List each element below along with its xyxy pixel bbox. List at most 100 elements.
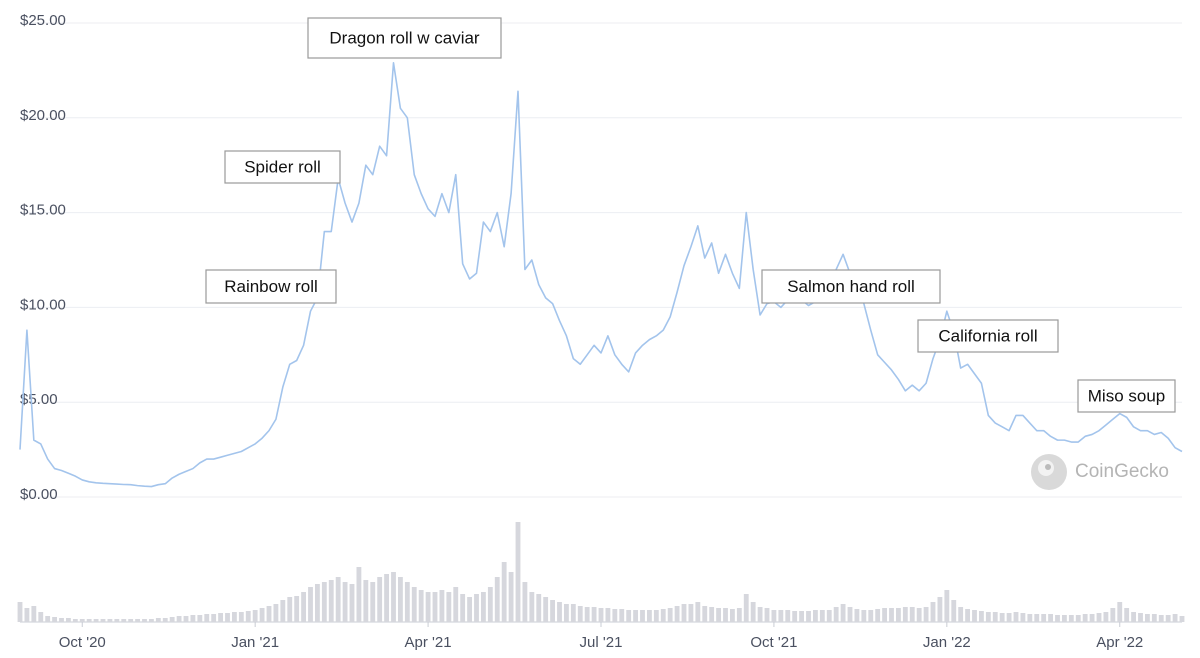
annotation-box: [307, 17, 502, 59]
volume-bar: [847, 607, 853, 622]
volume-bar: [252, 610, 258, 622]
volume-bar: [792, 611, 798, 622]
volume-bar: [59, 618, 64, 622]
volume-bar: [743, 594, 749, 622]
volume-bar: [577, 606, 583, 622]
volume-bar: [79, 619, 85, 622]
volume-bar: [169, 617, 175, 622]
volume-bar: [930, 602, 936, 622]
y-tick-label: $15.00: [20, 202, 66, 219]
volume-bar: [72, 619, 78, 622]
volume-bar: [723, 608, 728, 622]
volume-bar: [238, 612, 244, 622]
volume-bar: [522, 582, 528, 622]
volume-bar: [536, 594, 542, 622]
volume-bar: [861, 610, 867, 622]
volume-bar: [1055, 615, 1060, 622]
volume-bar: [785, 610, 791, 622]
volume-bar: [342, 582, 348, 622]
annotation: Spider roll: [244, 157, 321, 176]
volume-bar: [1172, 614, 1178, 622]
volume-bar: [135, 619, 141, 622]
y-tick-label: $10.00: [20, 296, 66, 313]
volume-bar: [197, 615, 203, 622]
volume-bar: [1179, 616, 1185, 622]
volume-bar: [937, 597, 943, 622]
y-tick-label: $20.00: [20, 107, 66, 124]
price-line: [19, 62, 1183, 488]
volume-bar: [266, 606, 272, 622]
volume-bar: [17, 602, 23, 622]
annotation: Rainbow roll: [224, 277, 318, 296]
volume-bar: [854, 609, 860, 622]
volume-bar: [474, 594, 479, 622]
volume-bar: [1110, 608, 1116, 622]
volume-bar: [231, 612, 237, 622]
volume-bar: [1144, 614, 1150, 622]
logo-eye: [1045, 464, 1051, 470]
volume-bar: [1117, 602, 1123, 622]
volume-bar: [1082, 614, 1088, 622]
volume-bar: [660, 609, 666, 622]
volume-bar: [335, 577, 341, 622]
volume-bar: [653, 610, 659, 622]
volume-bar: [1158, 615, 1164, 622]
volume-bar: [411, 587, 417, 622]
volume-bar: [750, 602, 756, 622]
volume-bar: [1096, 613, 1102, 622]
volume-bar: [38, 612, 44, 622]
volume-bar: [460, 594, 466, 622]
volume-bar: [646, 610, 652, 622]
volume-bar: [1103, 612, 1109, 622]
y-tick-label: $25.00: [20, 12, 66, 29]
volume-bar: [494, 577, 500, 622]
volume-bar: [439, 590, 445, 622]
volume-bar: [225, 613, 230, 622]
volume-bar: [453, 587, 459, 622]
volume-bar: [1068, 615, 1074, 622]
volume-bar: [377, 577, 383, 622]
volume-bar: [1048, 614, 1054, 622]
volume-bar: [674, 606, 680, 622]
volume-bar: [771, 610, 777, 622]
volume-bar: [909, 607, 915, 622]
volume-bar: [273, 604, 279, 622]
volume-bar: [681, 604, 687, 622]
watermark: CoinGecko: [1075, 461, 1169, 482]
volume-bar: [688, 604, 694, 622]
volume-bar: [515, 522, 521, 622]
annotation-box: [1077, 379, 1176, 413]
volume-bar: [1075, 615, 1081, 622]
annotation: Miso soup: [1088, 386, 1165, 405]
x-tick-label: Jan '21: [231, 634, 279, 651]
volume-bar: [923, 607, 929, 622]
volume-bar: [1124, 608, 1130, 622]
volume-bar: [958, 607, 964, 622]
volume-bar: [584, 607, 590, 622]
volume-bar: [155, 618, 161, 622]
volume-bar: [529, 592, 535, 622]
volume-bar: [480, 592, 486, 622]
volume-bar: [550, 600, 556, 622]
volume-bar: [183, 616, 189, 622]
x-tick-label: Apr '22: [1096, 634, 1143, 651]
volume-bar: [148, 619, 154, 622]
volume-bar: [162, 618, 168, 622]
annotation: Salmon hand roll: [787, 277, 915, 296]
x-tick-label: Oct '20: [59, 634, 106, 651]
volume-bar: [121, 619, 127, 622]
volume-bar: [321, 582, 327, 622]
volume-bar: [418, 590, 424, 622]
volume-bar: [114, 619, 120, 622]
volume-bar: [328, 580, 334, 622]
volume-bar: [826, 610, 832, 622]
volume-bar: [978, 611, 984, 622]
volume-bar: [1013, 612, 1019, 622]
volume-bar: [308, 587, 313, 622]
annotation-box: [761, 269, 941, 304]
volume-bar: [840, 604, 846, 622]
volume-bar: [992, 612, 998, 622]
x-tick-label: Jan '22: [923, 634, 971, 651]
volume-bar: [612, 609, 618, 622]
